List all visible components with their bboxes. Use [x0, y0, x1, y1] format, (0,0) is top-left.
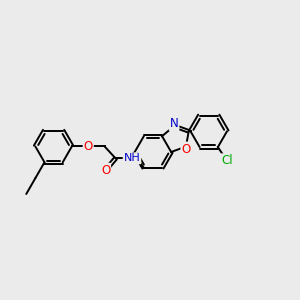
Text: N: N	[170, 117, 178, 130]
Text: O: O	[84, 140, 93, 153]
Text: O: O	[101, 164, 110, 177]
Text: O: O	[181, 142, 190, 155]
Text: NH: NH	[124, 153, 140, 163]
Text: Cl: Cl	[221, 154, 233, 167]
